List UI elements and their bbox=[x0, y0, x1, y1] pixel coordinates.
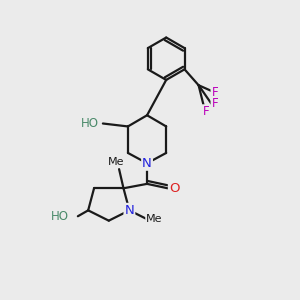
Text: F: F bbox=[212, 97, 218, 110]
Text: N: N bbox=[142, 157, 152, 170]
Text: N: N bbox=[124, 204, 134, 217]
Text: F: F bbox=[202, 105, 209, 118]
Text: HO: HO bbox=[51, 210, 69, 223]
Text: HO: HO bbox=[80, 117, 98, 130]
Text: Me: Me bbox=[108, 157, 124, 167]
Text: O: O bbox=[169, 182, 179, 195]
Text: F: F bbox=[212, 86, 218, 99]
Text: Me: Me bbox=[146, 214, 163, 224]
